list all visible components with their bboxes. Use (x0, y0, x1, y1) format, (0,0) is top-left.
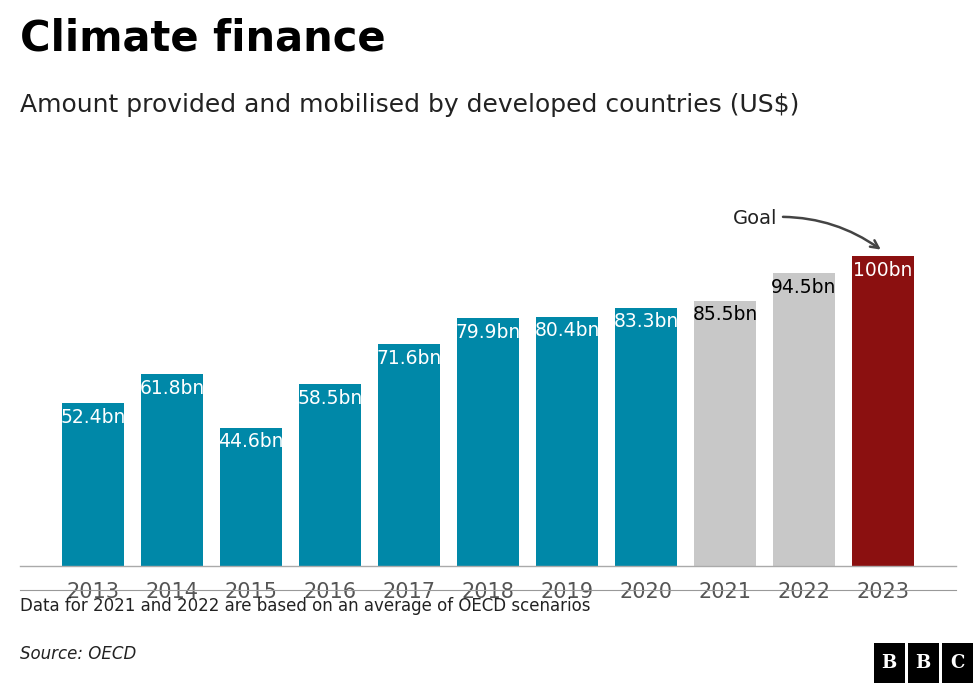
Bar (773, 273, 834, 566)
Text: 71.6bn: 71.6bn (377, 348, 441, 368)
Text: 83.3bn: 83.3bn (613, 313, 678, 331)
Text: B: B (915, 654, 931, 672)
Text: Goal: Goal (733, 209, 878, 248)
Bar (300, 384, 361, 566)
Text: 79.9bn: 79.9bn (456, 323, 520, 342)
Text: Data for 2021 and 2022 are based on an average of OECD scenarios: Data for 2021 and 2022 are based on an a… (20, 597, 590, 615)
Bar (142, 374, 203, 566)
Bar (457, 318, 519, 566)
Text: B: B (881, 654, 897, 672)
Text: 61.8bn: 61.8bn (140, 379, 205, 398)
Text: 85.5bn: 85.5bn (692, 306, 757, 324)
Bar (852, 256, 914, 566)
Bar (378, 344, 440, 566)
Text: 100bn: 100bn (853, 261, 913, 279)
Bar (694, 301, 755, 566)
Text: 44.6bn: 44.6bn (219, 432, 284, 451)
Bar (536, 317, 598, 566)
Text: Climate finance: Climate finance (20, 17, 386, 59)
Text: 58.5bn: 58.5bn (298, 389, 363, 408)
Text: 52.4bn: 52.4bn (61, 408, 126, 427)
Text: 80.4bn: 80.4bn (534, 322, 599, 340)
Text: Amount provided and mobilised by developed countries (US$): Amount provided and mobilised by develop… (20, 93, 799, 117)
Text: 94.5bn: 94.5bn (771, 277, 836, 297)
Bar (615, 308, 676, 566)
Text: Source: OECD: Source: OECD (20, 645, 136, 663)
Bar (221, 428, 282, 566)
Bar (62, 404, 124, 566)
Text: C: C (951, 654, 964, 672)
